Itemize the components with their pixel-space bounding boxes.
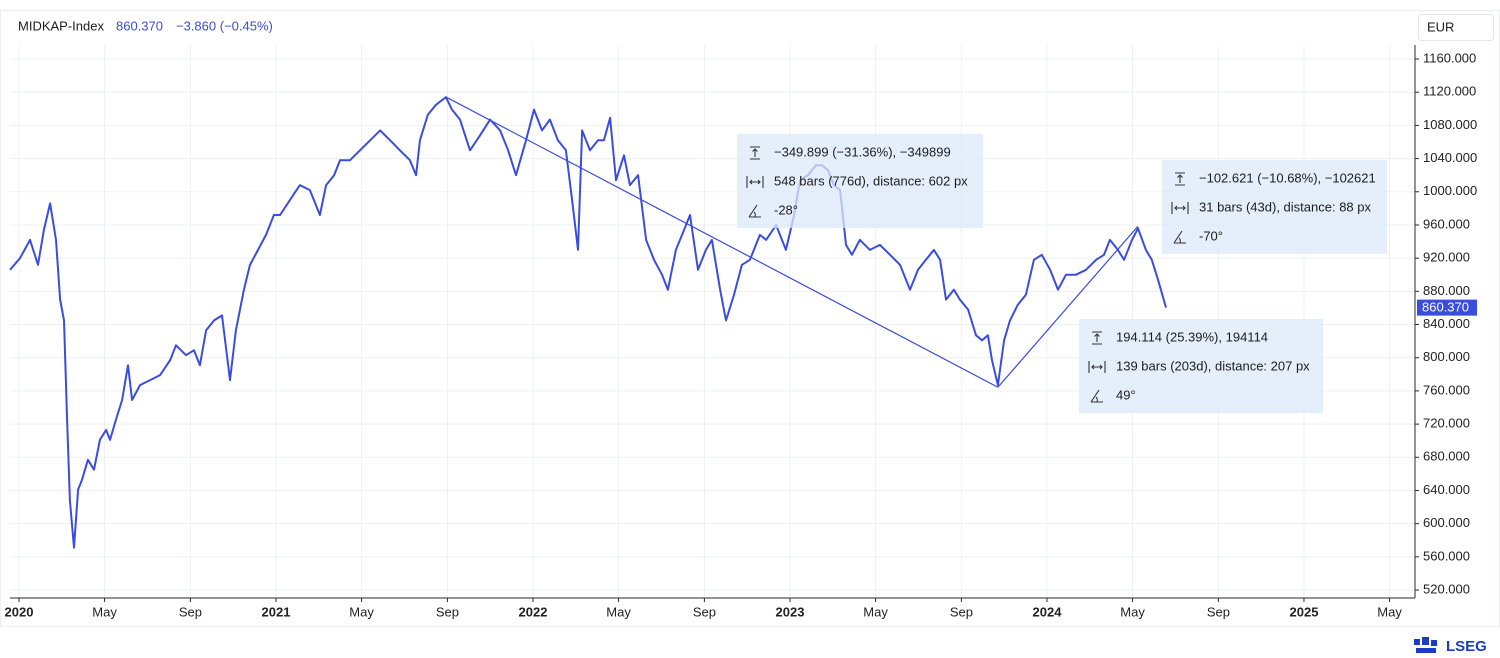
brand: LSEG <box>1446 638 1487 655</box>
measure-text: 139 bars (203d), distance: 207 px <box>1116 358 1310 373</box>
logo-dot <box>1414 639 1420 645</box>
measure-text: -28° <box>774 202 798 217</box>
x-tick-label: Sep <box>1207 604 1230 619</box>
y-tick-label: 920.000 <box>1423 250 1470 265</box>
y-tick-label: 880.000 <box>1423 283 1470 298</box>
icon-width <box>746 176 764 188</box>
measure-box-bg <box>1162 160 1387 254</box>
price-change: −3.860 (−0.45%) <box>176 18 273 33</box>
measure-text: 49° <box>1116 387 1136 402</box>
x-tick-label: 2021 <box>262 604 291 619</box>
x-tick-label: May <box>863 604 888 619</box>
y-tick-label: 1000.000 <box>1423 183 1477 198</box>
y-tick-label: 1160.000 <box>1423 50 1476 65</box>
x-tick-label: 2020 <box>5 604 34 619</box>
measurements: −349.899 (−31.36%), −349899 548 bars (776… <box>445 96 1387 413</box>
y-tick-label: 640.000 <box>1423 482 1470 497</box>
measure-text: 31 bars (43d), distance: 88 px <box>1199 199 1371 214</box>
price-tag-label: 860.370 <box>1422 300 1469 315</box>
measure-text: −349.899 (−31.36%), −349899 <box>774 144 951 159</box>
y-tick-label: 1040.000 <box>1423 150 1477 165</box>
last-price: 860.370 <box>116 18 163 33</box>
x-tick-label: Sep <box>950 604 973 619</box>
y-tick-label: 800.000 <box>1423 349 1470 364</box>
measure-box-bg <box>737 134 983 228</box>
icon-height <box>1175 172 1185 186</box>
measure-box: −349.899 (−31.36%), −349899 548 bars (776… <box>737 134 983 228</box>
logo-dot <box>1422 637 1429 645</box>
logo-dot <box>1416 648 1436 653</box>
measure-box: 194.114 (25.39%), 194114 139 bars (203d),… <box>1079 319 1323 413</box>
x-tick-label: May <box>349 604 374 619</box>
y-tick-label: 600.000 <box>1423 515 1470 530</box>
x-tick-label: May <box>606 604 631 619</box>
icon-width <box>1088 361 1106 373</box>
y-tick-label: 720.000 <box>1423 416 1470 431</box>
icon-height <box>1092 331 1102 345</box>
grid <box>10 45 1415 598</box>
x-tick-label: May <box>1120 604 1145 619</box>
logo-dot <box>1431 640 1437 646</box>
frame <box>0 10 1500 627</box>
x-tick-label: Sep <box>436 604 459 619</box>
measure-text: −102.621 (−10.68%), −102621 <box>1199 170 1376 185</box>
measure-box-bg <box>1079 319 1323 413</box>
icon-height <box>750 146 760 160</box>
measure-text: 194.114 (25.39%), 194114 <box>1116 329 1268 344</box>
y-tick-label: 960.000 <box>1423 216 1470 231</box>
measure-text: -70° <box>1199 228 1223 243</box>
icon-width <box>1171 202 1189 214</box>
currency-box[interactable] <box>1418 14 1494 41</box>
y-tick-label: 840.000 <box>1423 316 1470 331</box>
x-tick-label: 2024 <box>1033 604 1063 619</box>
measure-line <box>445 96 999 388</box>
price-line <box>9 96 1167 549</box>
icon-angle <box>748 204 761 218</box>
x-tick-label: 2025 <box>1290 604 1319 619</box>
icon-angle <box>1173 230 1186 244</box>
y-tick-label: 1080.000 <box>1423 117 1477 132</box>
price-tag <box>1417 299 1477 316</box>
x-tick-label: 2023 <box>776 604 805 619</box>
x-tick-label: Sep <box>693 604 716 619</box>
brand-logo <box>1414 637 1437 653</box>
plot <box>9 96 1167 549</box>
x-tick-label: Sep <box>179 604 202 619</box>
y-tick-label: 680.000 <box>1423 449 1470 464</box>
measure-box: −102.621 (−10.68%), −102621 31 bars (43d)… <box>1162 160 1387 254</box>
series-name: MIDKAP-Index <box>18 18 104 33</box>
icon-angle <box>1090 389 1103 403</box>
y-tick-label: 560.000 <box>1423 548 1470 563</box>
x-tick-label: 2022 <box>519 604 548 619</box>
x-tick-label: May <box>1377 604 1402 619</box>
measure-line <box>997 225 1139 388</box>
y-tick-label: 760.000 <box>1423 382 1470 397</box>
y-tick-label: 520.000 <box>1423 581 1470 596</box>
axis-labels: 520.000 560.000 600.000 640.000 680.000 720.0… <box>5 50 1478 619</box>
currency: EUR <box>1427 19 1454 34</box>
y-tick-label: 1120.000 <box>1423 84 1476 99</box>
measure-text: 548 bars (776d), distance: 602 px <box>774 173 968 188</box>
x-tick-label: May <box>92 604 117 619</box>
